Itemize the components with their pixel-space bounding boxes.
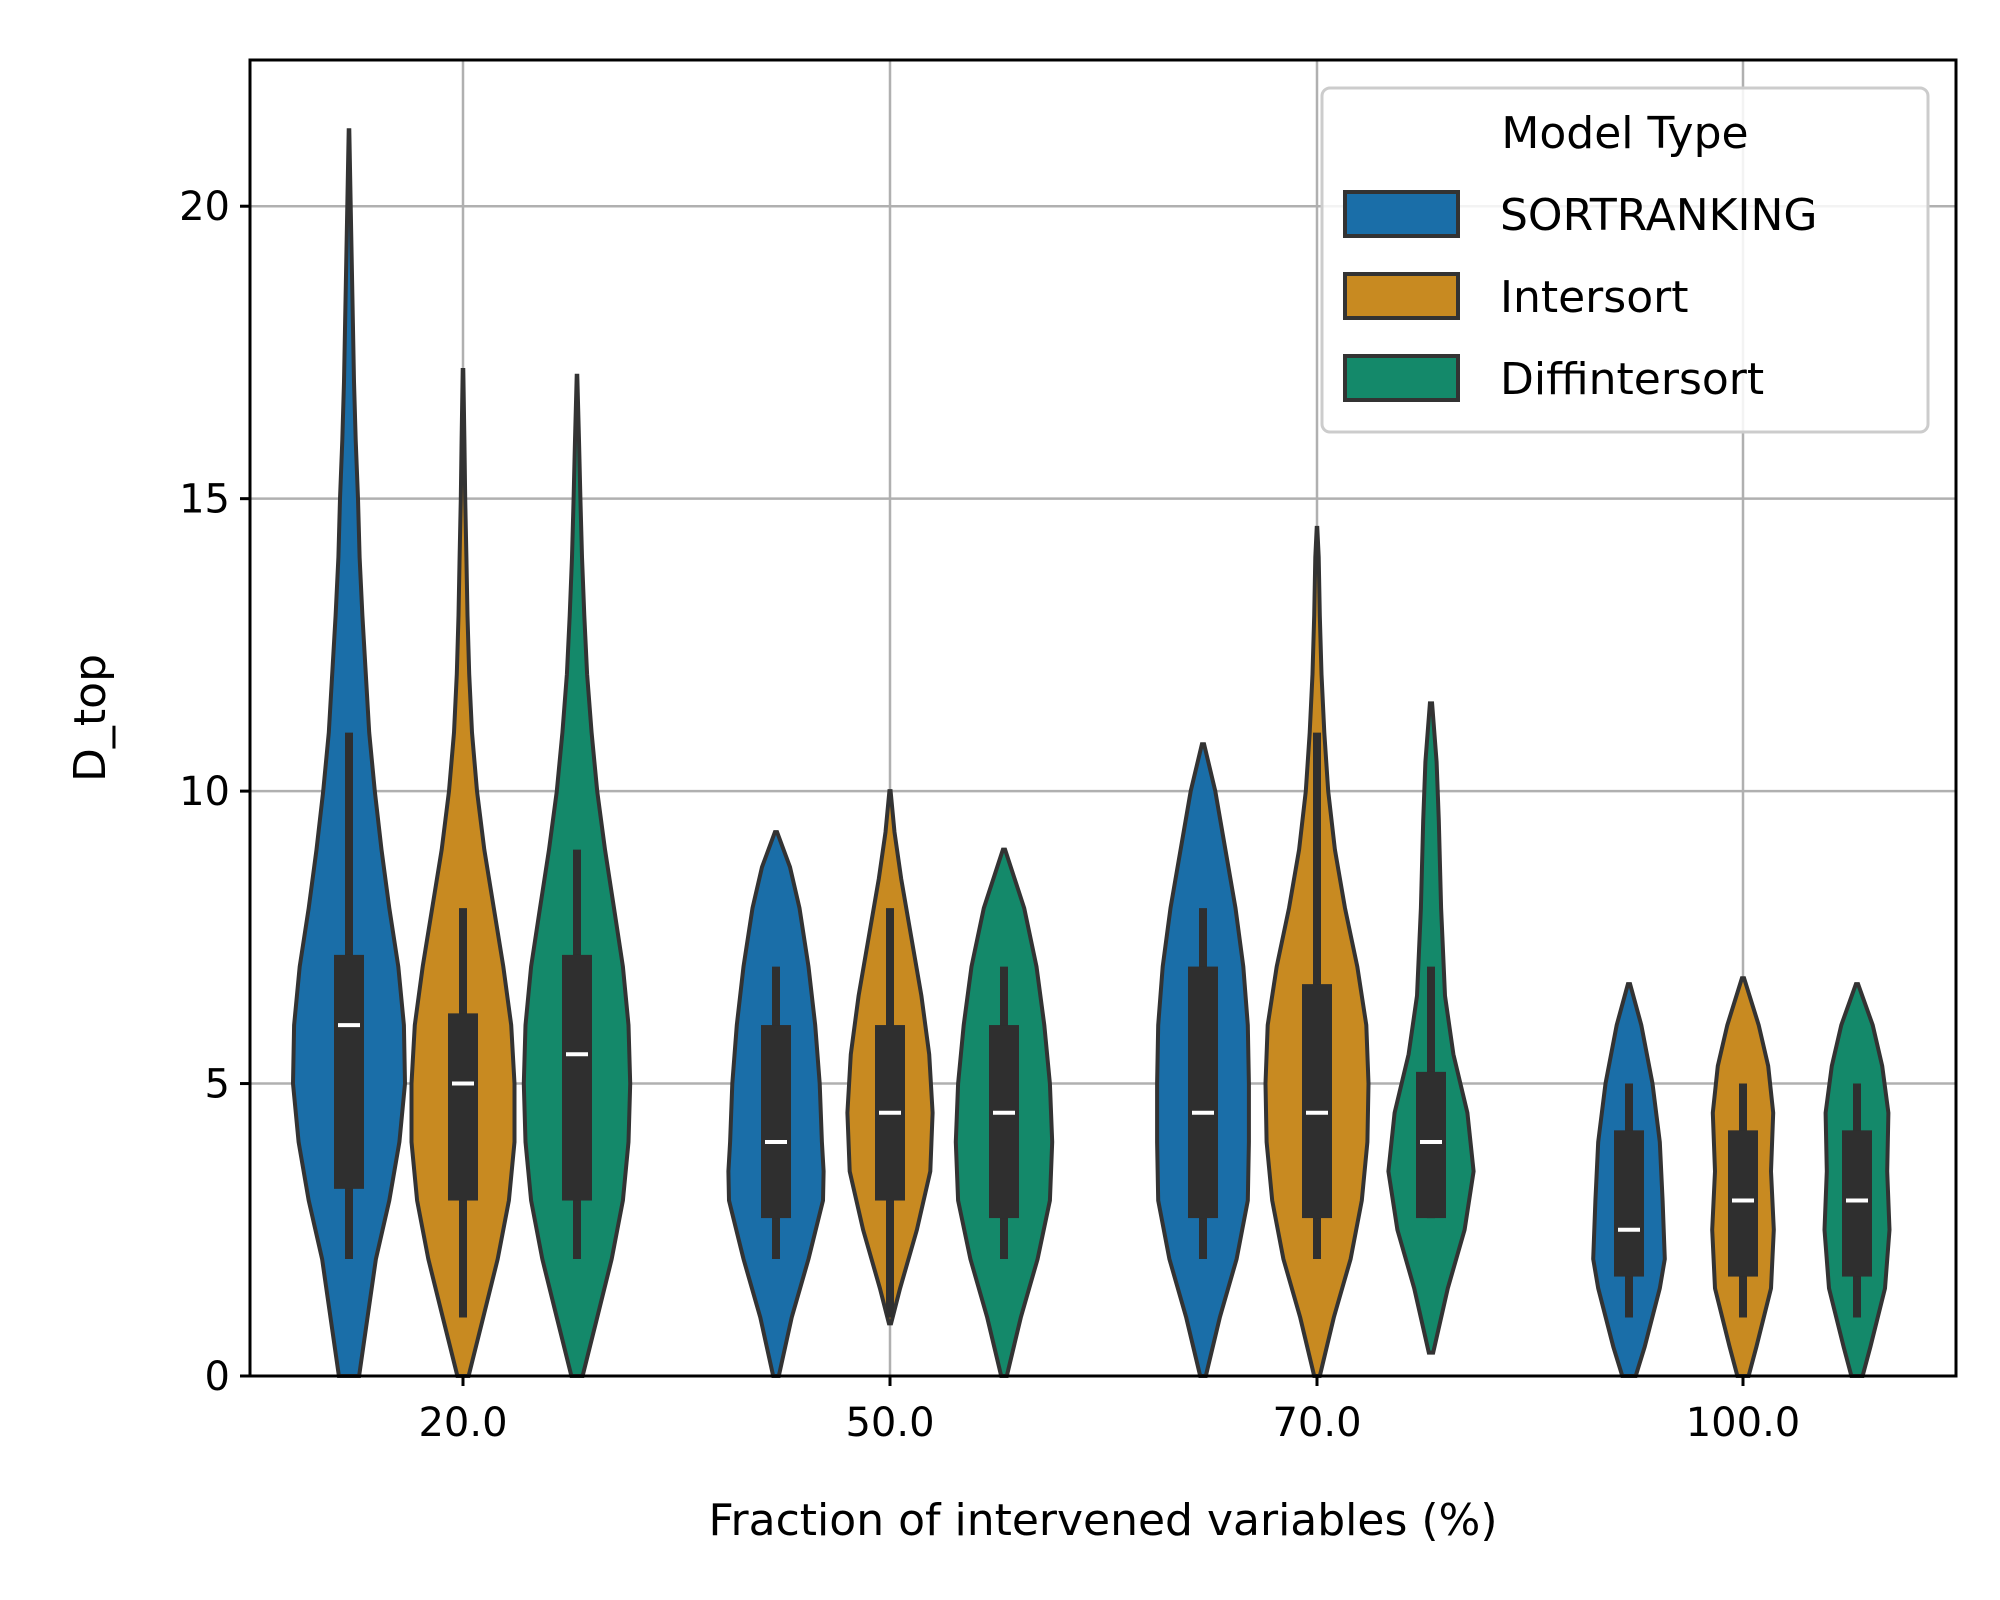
violin-iqr-box <box>334 954 364 1189</box>
violin-iqr-box <box>1302 984 1332 1219</box>
legend: Model Type SORTRANKING Intersort Diffinter… <box>1320 86 1930 434</box>
legend-swatch-diffintersort <box>1343 354 1460 402</box>
violin-iqr-box <box>1728 1130 1758 1277</box>
y-tick-label: 0 <box>205 1354 230 1400</box>
violin-iqr-box <box>1188 966 1218 1219</box>
legend-label-intersort: Intersort <box>1500 272 1688 323</box>
y-tick-label: 15 <box>179 477 230 523</box>
x-tick-label: 50.0 <box>845 1400 934 1446</box>
violin-layer <box>290 128 1892 1378</box>
violin-iqr-box <box>1842 1130 1872 1277</box>
violin-iqr-box <box>562 954 592 1201</box>
tick-layer: 0 5 10 15 20 20.0 50.0 70.0 100.0 <box>179 184 1800 1446</box>
legend-title: Model Type <box>1501 108 1748 159</box>
x-tick-label: 100.0 <box>1686 1400 1801 1446</box>
violin-intersort-20.0 <box>409 368 517 1378</box>
legend-label-diffintersort: Diffintersort <box>1500 354 1764 405</box>
violin-iqr-box <box>761 1025 791 1219</box>
legend-items: SORTRANKING Intersort Diffintersort <box>1343 190 1817 405</box>
plot-frame <box>248 58 1958 1378</box>
violin-iqr-box <box>448 1013 478 1201</box>
legend-box <box>1320 86 1930 434</box>
y-tick-label: 5 <box>205 1062 230 1108</box>
legend-swatch-sortranking <box>1343 190 1460 238</box>
y-axis-label: D_top <box>65 654 116 782</box>
violin-iqr-box <box>1416 1071 1446 1219</box>
y-tick-label: 10 <box>179 769 230 815</box>
violin-iqr-box <box>989 1025 1019 1219</box>
x-tick-label: 70.0 <box>1272 1400 1361 1446</box>
legend-swatch-intersort <box>1343 272 1460 320</box>
x-tick-label: 20.0 <box>418 1400 507 1446</box>
legend-label-sortranking: SORTRANKING <box>1500 190 1817 241</box>
x-axis-label: Fraction of intervened variables (%) <box>708 1495 1497 1546</box>
violin-iqr-box <box>1614 1130 1644 1277</box>
y-tick-label: 20 <box>179 184 230 230</box>
